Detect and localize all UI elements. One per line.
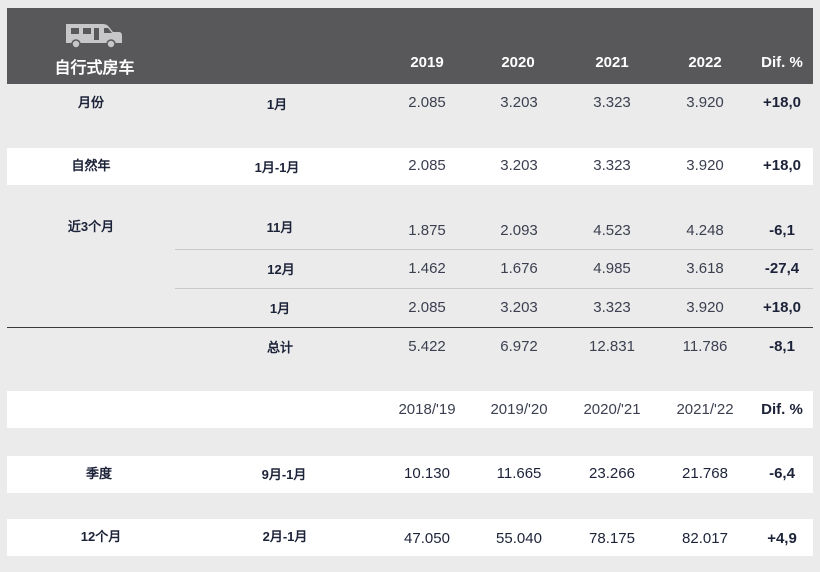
season-column-2021-22: 2021/'22 (676, 401, 734, 418)
value-2021: 3.323 (593, 157, 631, 174)
camper-van-icon (66, 24, 122, 49)
value-dif: -6,4 (769, 465, 795, 482)
value-2018-19: 47.050 (404, 530, 450, 547)
season-row: 12个月 2月-1月 47.050 55.040 78.175 82.017 +… (0, 527, 820, 547)
value-dif: -27,4 (764, 260, 800, 277)
row-period: 1月-1月 (254, 160, 300, 175)
value-2020-21: 23.266 (589, 465, 635, 482)
value-2020: 2.093 (500, 222, 538, 239)
value-2019: 2.085 (408, 157, 446, 174)
value-2019: 5.422 (408, 338, 446, 355)
table-row: 12月 1.462 1.676 4.985 3.618 -27,4 (0, 258, 820, 278)
value-2019: 1.462 (408, 260, 446, 277)
column-header-dif: Dif. % (761, 54, 803, 71)
row-period: 2月-1月 (262, 529, 308, 544)
row-period: 1月 (269, 301, 291, 316)
season-column-2020-21: 2020/'21 (583, 401, 641, 418)
row-period: 11月 (266, 220, 294, 235)
row-label: 自然年 (71, 158, 111, 173)
value-2021: 3.323 (593, 299, 631, 316)
season-header-band (7, 391, 813, 428)
season-row: 季度 9月-1月 10.130 11.665 23.266 21.768 -6,… (0, 464, 820, 484)
value-2022: 3.920 (686, 157, 724, 174)
value-2020: 3.203 (500, 157, 538, 174)
value-2021-22: 82.017 (682, 530, 728, 547)
row-divider (175, 288, 813, 289)
row-label: 季度 (85, 466, 113, 481)
value-2021: 12.831 (589, 338, 635, 355)
column-header-2021: 2021 (595, 54, 629, 71)
table-row: 近3个月 11月 1.875 2.093 4.523 4.248 -6,1 (0, 219, 820, 239)
season-column-2018-19: 2018/'19 (398, 401, 456, 418)
value-2018-19: 10.130 (404, 465, 450, 482)
value-2020: 1.676 (500, 260, 538, 277)
table-header: 自行式房车 2019 2020 2021 2022 Dif. % (7, 8, 813, 84)
column-header-2022: 2022 (688, 54, 722, 71)
value-2019: 2.085 (408, 299, 446, 316)
row-period: 12月 (267, 262, 295, 277)
row-band-calendar-year (7, 148, 813, 185)
table-row-total: 总计 5.422 6.972 12.831 11.786 -8,1 (0, 337, 820, 357)
value-2020: 3.203 (500, 94, 538, 111)
value-2020-21: 78.175 (589, 530, 635, 547)
season-column-dif: Dif. % (761, 401, 803, 418)
value-2019-20: 11.665 (496, 465, 542, 482)
season-column-2019-20: 2019/'20 (490, 401, 548, 418)
row-label: 近3个月 (67, 219, 115, 234)
value-2020: 6.972 (500, 338, 538, 355)
column-header-2020: 2020 (501, 54, 535, 71)
value-2022: 4.248 (686, 222, 724, 239)
total-divider (7, 327, 813, 328)
value-2019: 2.085 (408, 94, 446, 111)
value-2022: 11.786 (682, 338, 728, 355)
row-band-12-months (7, 519, 813, 556)
table-row: 自然年 1月-1月 2.085 3.203 3.323 3.920 +18,0 (0, 156, 820, 176)
value-2019: 1.875 (408, 222, 446, 239)
value-2021: 3.323 (593, 94, 631, 111)
row-band-quarter (7, 456, 813, 493)
value-dif: +18,0 (763, 94, 801, 111)
value-dif: -6,1 (769, 222, 795, 239)
value-2021: 4.523 (593, 222, 631, 239)
value-2020: 3.203 (500, 299, 538, 316)
value-2022: 3.618 (686, 260, 724, 277)
value-dif: +18,0 (763, 157, 801, 174)
value-2019-20: 55.040 (496, 530, 542, 547)
value-2022: 3.920 (686, 299, 724, 316)
value-2021: 4.985 (593, 260, 631, 277)
table-row: 月份 1月 2.085 3.203 3.323 3.920 +18,0 (0, 93, 820, 113)
value-dif: +18,0 (763, 299, 801, 316)
row-label: 12个月 (80, 529, 122, 544)
season-header: 2018/'19 2019/'20 2020/'21 2021/'22 Dif.… (0, 400, 820, 420)
table-row: 1月 2.085 3.203 3.323 3.920 +18,0 (0, 297, 820, 317)
table-title: 自行式房车 (54, 60, 135, 77)
value-2022: 3.920 (686, 94, 724, 111)
row-period: 9月-1月 (261, 467, 307, 482)
row-period: 1月 (266, 97, 288, 112)
row-label: 月份 (77, 95, 105, 110)
value-dif: -8,1 (769, 338, 795, 355)
row-period: 总计 (266, 340, 294, 355)
value-2021-22: 21.768 (682, 465, 728, 482)
column-header-2019: 2019 (410, 54, 444, 71)
value-dif: +4,9 (767, 530, 797, 547)
row-divider (175, 249, 813, 250)
